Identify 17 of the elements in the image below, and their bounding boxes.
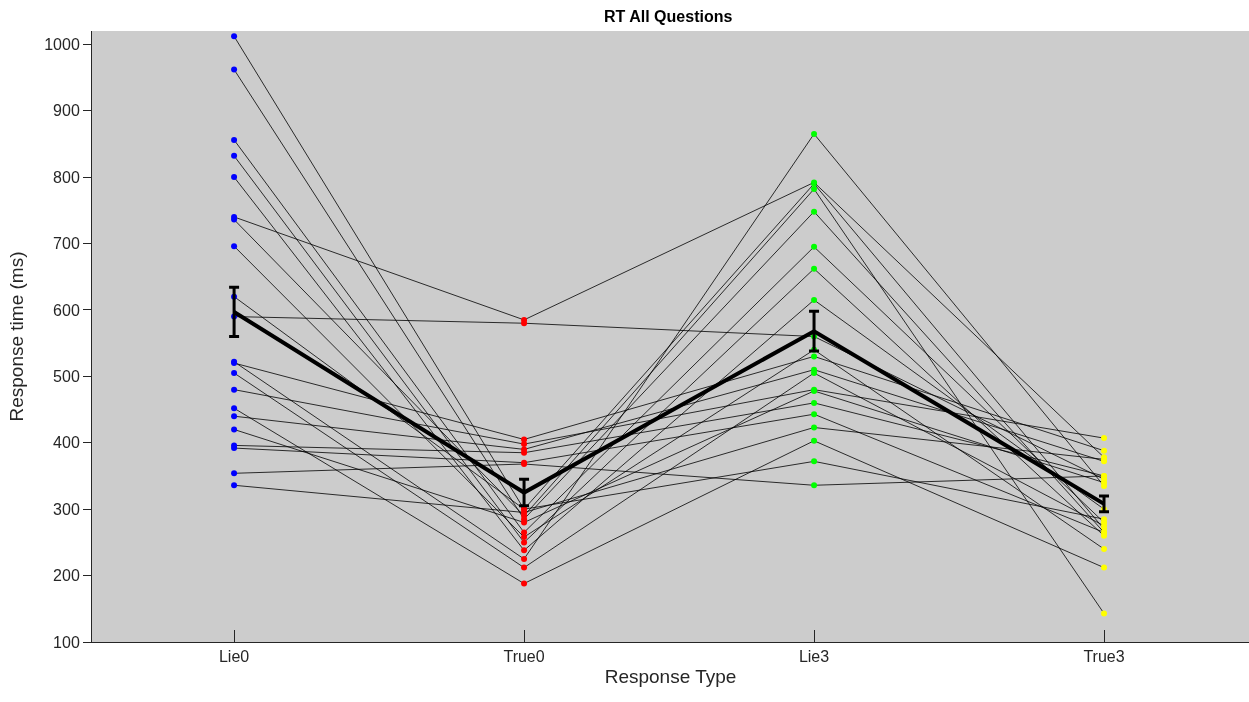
y-tick-label: 600 [53,301,80,319]
x-tick-label: True3 [1083,648,1125,666]
x-tick-label: Lie0 [218,648,250,666]
y-tick-label: 400 [53,434,80,452]
chart-title: RT All Questions [604,7,733,25]
y-tick-label: 100 [53,633,80,651]
y-tick-label: 900 [53,102,80,120]
y-tick-label: 1000 [44,35,80,53]
y-tick-label: 800 [53,168,80,186]
y-tick-label: 300 [53,500,80,518]
x-axis-title: Response Type [604,666,737,687]
x-tick-label: Lie3 [798,648,830,666]
y-axis-title: Response time (ms) [6,251,28,422]
x-tick-label: True0 [503,648,545,666]
y-tick-label: 200 [53,567,80,585]
y-tick-label: 700 [53,235,80,253]
y-tick-label: 500 [53,367,80,385]
